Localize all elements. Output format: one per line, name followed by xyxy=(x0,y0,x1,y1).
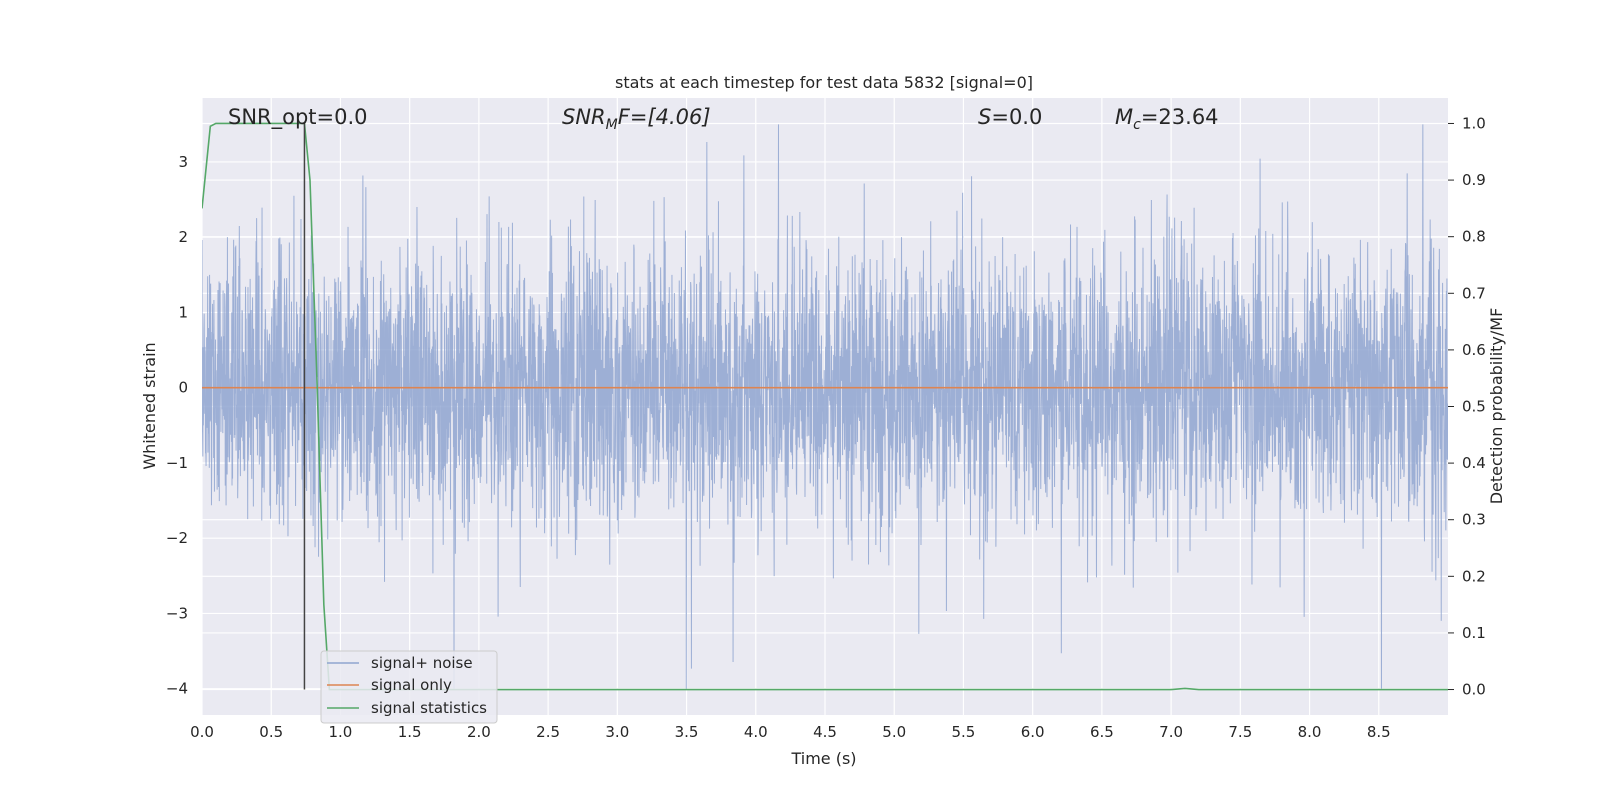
x-tick-label: 6.0 xyxy=(1021,723,1045,741)
annotation-s: S=0.0 xyxy=(978,105,1042,129)
x-tick-label: 5.0 xyxy=(882,723,906,741)
y-tick-label: 1 xyxy=(178,303,188,321)
legend-label-signal-only: signal only xyxy=(371,676,452,694)
y-tick-label: 2 xyxy=(178,228,188,246)
y-tick-label: 3 xyxy=(178,153,188,171)
y-tick-label-right: 1.0 xyxy=(1462,114,1486,132)
y-axis-label: Whitened strain xyxy=(140,342,159,469)
y-tick-label-right: 0.2 xyxy=(1462,567,1486,585)
annotation-snr-opt: SNR_opt=0.0 xyxy=(228,105,368,130)
y-tick-label-right: 0.5 xyxy=(1462,398,1486,416)
x-ticks: 0.0 0.5 1.0 1.5 2.0 2.5 3.0 3.5 4.0 4.5 5.0 5.5 6.0 6… xyxy=(190,723,1391,741)
y-tick-label-right: 0.3 xyxy=(1462,511,1486,529)
y-tick-label-right: 0.9 xyxy=(1462,171,1486,189)
chart-title: stats at each timestep for test data 583… xyxy=(615,73,1033,92)
x-tick-label: 0.5 xyxy=(259,723,283,741)
x-axis-label: Time (s) xyxy=(790,749,856,768)
y-tick-label-right: 0.6 xyxy=(1462,341,1486,359)
x-tick-label: 8.0 xyxy=(1298,723,1322,741)
y-tick-label: −3 xyxy=(166,604,188,622)
y-axis-label-right: Detection probability/MF xyxy=(1487,308,1506,505)
x-tick-label: 1.0 xyxy=(329,723,353,741)
series-line-signal-statistics xyxy=(202,122,1448,691)
y-ticks: 3 2 1 0 −1 −2 −3 −4 xyxy=(166,153,188,698)
x-tick-label: 2.0 xyxy=(467,723,491,741)
series-line-signal-noise xyxy=(202,124,1448,689)
x-tick-label: 0.0 xyxy=(190,723,214,741)
legend-box xyxy=(320,650,498,724)
annotation-snr-mf: SNRMF=[4.06] xyxy=(562,105,711,133)
legend-label-signal-noise: signal+ noise xyxy=(371,654,473,672)
y-tick-label: −2 xyxy=(166,529,188,547)
x-tick-label: 1.5 xyxy=(398,723,422,741)
annotation-mc: Mc=23.64 xyxy=(1115,105,1219,133)
x-tick-label: 3.0 xyxy=(605,723,629,741)
x-tick-label: 7.0 xyxy=(1159,723,1183,741)
x-tick-label: 8.5 xyxy=(1367,723,1391,741)
y-tick-label: −4 xyxy=(166,680,188,698)
x-tick-label: 4.0 xyxy=(744,723,768,741)
y-tick-label: 0 xyxy=(178,379,188,397)
x-tick-label: 6.5 xyxy=(1090,723,1114,741)
y-tick-label-right: 0.8 xyxy=(1462,228,1486,246)
legend-label-signal-statistics: signal statistics xyxy=(371,699,487,717)
legend: signal+ noise signal only signal statist… xyxy=(320,650,498,724)
y-tick-label-right: 0.7 xyxy=(1462,284,1486,302)
y-tick-label-right: 0.4 xyxy=(1462,454,1486,472)
x-tick-label: 3.5 xyxy=(675,723,699,741)
y-tick-label-right: 0.0 xyxy=(1462,681,1486,699)
x-tick-label: 4.5 xyxy=(813,723,837,741)
series-layer xyxy=(202,122,1448,691)
x-tick-label: 2.5 xyxy=(536,723,560,741)
y-tick-label: −1 xyxy=(166,454,188,472)
x-tick-label: 7.5 xyxy=(1228,723,1252,741)
x-tick-label: 5.5 xyxy=(952,723,976,741)
y-tick-label-right: 0.1 xyxy=(1462,624,1486,642)
y-ticks-right: 1.0 0.9 0.8 0.7 0.6 0.5 0.4 0.3 0.2 0.1 0.0 xyxy=(1448,114,1486,699)
